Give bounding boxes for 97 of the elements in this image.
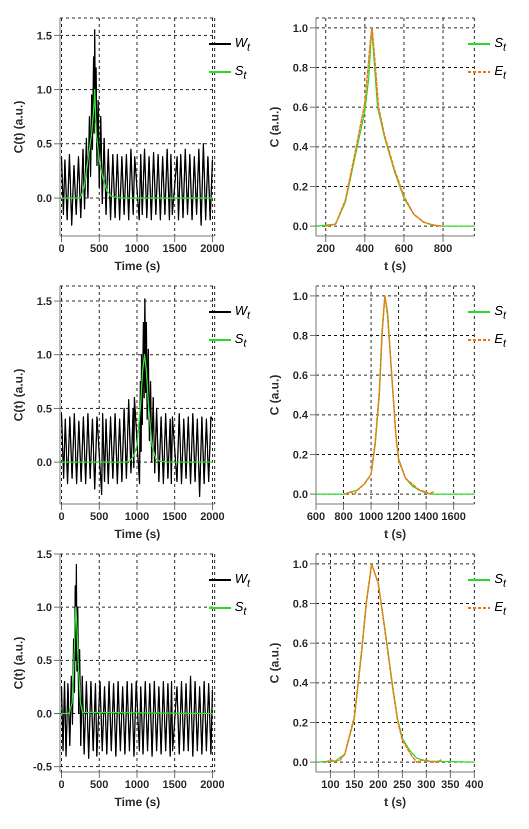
legend-label: W$_{t}$ bbox=[234, 302, 250, 322]
y-tick-label: 0.5 bbox=[36, 403, 52, 416]
y-tick-label: 0.0 bbox=[36, 457, 52, 470]
x-tick-label: 1500 bbox=[162, 510, 187, 523]
y-tick-label: 1.0 bbox=[292, 22, 308, 35]
y-tick-label: 1.0 bbox=[36, 84, 52, 96]
legend-label: S$_{t}$ bbox=[234, 62, 246, 82]
y-axis-title: C(t) (a.u.) bbox=[11, 368, 26, 422]
y-tick-label: 0.8 bbox=[292, 330, 308, 342]
legend-label: S$_{t}$ bbox=[234, 598, 246, 618]
y-axis-title: C (a.u.) bbox=[267, 642, 282, 684]
y-tick-label: 0.0 bbox=[36, 708, 52, 720]
x-axis-title: Time (s) bbox=[114, 259, 160, 273]
y-tick-label: 0.2 bbox=[292, 181, 308, 194]
x-tick-label: 0 bbox=[58, 242, 65, 255]
x-tick-label: 400 bbox=[465, 778, 484, 791]
y-tick-label: 0.5 bbox=[36, 138, 52, 151]
x-tick-label: 200 bbox=[316, 242, 335, 255]
y-tick-label: 1.5 bbox=[36, 296, 52, 308]
line-series bbox=[60, 298, 214, 498]
x-tick-label: 500 bbox=[90, 242, 108, 255]
x-tick-label: 0 bbox=[58, 778, 65, 791]
y-tick-label: 0.4 bbox=[292, 142, 309, 154]
x-tick-label: 100 bbox=[321, 778, 340, 791]
legend-label: W$_{t}$ bbox=[234, 34, 250, 54]
legend-label: S$_{t}$ bbox=[494, 570, 506, 590]
y-tick-label: 1.0 bbox=[36, 602, 52, 614]
legend-label: S$_{t}$ bbox=[494, 302, 506, 322]
x-tick-label: 2000 bbox=[200, 510, 225, 523]
y-axis-title: C(t) (a.u.) bbox=[11, 636, 26, 690]
x-tick-label: 0 bbox=[58, 510, 65, 523]
y-tick-label: 1.0 bbox=[292, 290, 308, 303]
y-tick-label: 0.8 bbox=[292, 598, 308, 610]
x-tick-label: 500 bbox=[90, 510, 108, 523]
line-series bbox=[344, 295, 434, 495]
y-tick-label: 0.0 bbox=[292, 488, 308, 501]
x-tick-label: 600 bbox=[306, 510, 326, 523]
x-tick-label: 1000 bbox=[124, 778, 150, 791]
line-series bbox=[60, 29, 214, 226]
y-tick-label: 1.0 bbox=[36, 350, 52, 362]
x-tick-label: 400 bbox=[356, 242, 374, 255]
line-series bbox=[316, 27, 474, 227]
legend-label: S$_{t}$ bbox=[494, 34, 506, 54]
x-tick-label: 800 bbox=[334, 510, 353, 523]
y-tick-label: 0.2 bbox=[292, 717, 308, 730]
x-tick-label: 200 bbox=[369, 778, 388, 791]
legend-label: E$_{t}$ bbox=[494, 598, 506, 618]
y-axis-title: C(t) (a.u.) bbox=[11, 100, 26, 154]
x-axis-title: t (s) bbox=[384, 259, 406, 273]
x-tick-label: 500 bbox=[90, 778, 108, 791]
line-series bbox=[60, 354, 214, 463]
x-tick-label: 1600 bbox=[441, 510, 466, 523]
y-axis-title: C (a.u.) bbox=[267, 106, 282, 148]
y-tick-label: 0.4 bbox=[292, 678, 309, 690]
x-tick-label: 300 bbox=[417, 778, 436, 791]
x-tick-label: 1000 bbox=[124, 242, 150, 255]
y-tick-label: 0.6 bbox=[292, 370, 308, 382]
x-tick-label: 1500 bbox=[162, 778, 187, 791]
x-tick-label: 2000 bbox=[200, 242, 225, 255]
legend-label: S$_{t}$ bbox=[234, 330, 246, 350]
y-tick-label: 0.4 bbox=[292, 410, 309, 422]
legend-label: E$_{t}$ bbox=[494, 62, 506, 82]
y-tick-label: 0.5 bbox=[36, 655, 52, 668]
x-tick-label: 1000 bbox=[358, 510, 384, 523]
x-tick-label: 1500 bbox=[162, 242, 187, 255]
line-series bbox=[324, 27, 444, 227]
x-tick-label: 1400 bbox=[414, 510, 438, 523]
x-axis-title: t (s) bbox=[384, 527, 406, 541]
line-series bbox=[60, 564, 214, 759]
legend-label: E$_{t}$ bbox=[494, 330, 506, 350]
y-tick-label: 0.0 bbox=[36, 192, 52, 205]
line-series bbox=[60, 88, 214, 199]
y-axis-title: C (a.u.) bbox=[267, 374, 282, 416]
y-tick-label: 0.8 bbox=[292, 62, 308, 74]
x-tick-label: 150 bbox=[345, 778, 364, 791]
x-tick-label: 600 bbox=[394, 242, 414, 255]
x-tick-label: 1200 bbox=[386, 510, 411, 523]
legend-label: W$_{t}$ bbox=[234, 570, 250, 590]
x-tick-label: 350 bbox=[441, 778, 460, 791]
x-axis-title: Time (s) bbox=[114, 795, 160, 809]
y-tick-label: 0.0 bbox=[292, 756, 308, 769]
line-series bbox=[324, 563, 442, 763]
y-tick-label: 1.5 bbox=[36, 30, 52, 42]
x-tick-label: 250 bbox=[393, 778, 412, 791]
x-axis-title: t (s) bbox=[384, 795, 406, 809]
y-tick-label: -0.5 bbox=[33, 762, 52, 774]
y-tick-label: 1.0 bbox=[292, 558, 308, 571]
y-tick-label: 0.0 bbox=[292, 220, 308, 233]
y-tick-label: 0.2 bbox=[292, 449, 308, 462]
y-tick-label: 1.5 bbox=[36, 548, 52, 561]
x-tick-label: 2000 bbox=[200, 778, 225, 791]
y-tick-label: 0.6 bbox=[292, 638, 308, 650]
x-axis-title: Time (s) bbox=[114, 527, 160, 541]
y-tick-label: 0.6 bbox=[292, 102, 308, 114]
x-tick-label: 800 bbox=[434, 242, 452, 255]
x-tick-label: 1000 bbox=[124, 510, 150, 523]
line-series bbox=[60, 606, 214, 714]
